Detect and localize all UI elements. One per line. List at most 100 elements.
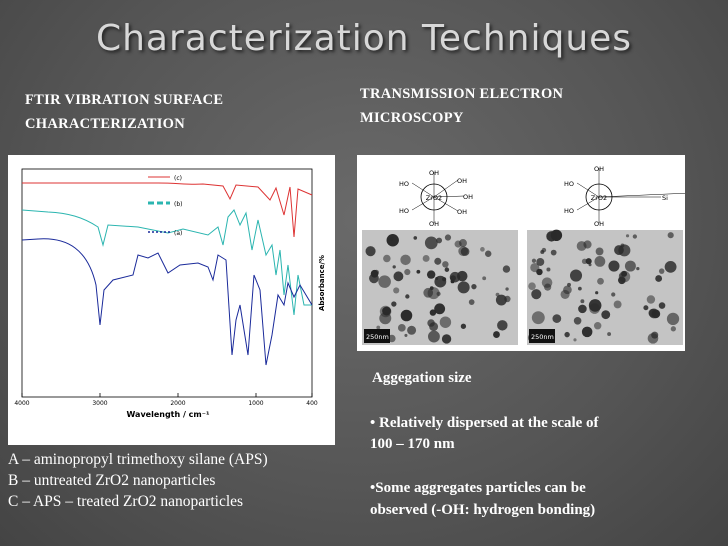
aggregate <box>540 249 545 254</box>
aggregate <box>552 314 562 323</box>
caption-line: B – untreated ZrO2 nanoparticles <box>8 472 216 489</box>
note: • Relatively dispersed at the scale of <box>370 415 599 431</box>
aggregate <box>426 270 436 279</box>
aggregate <box>594 255 606 267</box>
aggregate <box>392 265 396 269</box>
aggregate <box>546 231 557 242</box>
x-tick-label: 400 <box>306 400 318 407</box>
aggregate <box>482 276 487 281</box>
aggregate <box>468 299 475 305</box>
aggregate <box>564 331 570 338</box>
aggregate <box>471 284 477 290</box>
aggregate <box>581 258 588 265</box>
aggregate <box>378 275 391 288</box>
aggregate <box>502 265 511 273</box>
scale-box <box>364 329 390 343</box>
molecule-label: HO <box>399 180 409 188</box>
aggregate <box>528 282 536 290</box>
x-tick-label: 1000 <box>248 400 263 407</box>
aggregate <box>611 292 616 297</box>
aggregate <box>664 260 677 273</box>
aggregate <box>595 291 599 295</box>
aggregate <box>444 234 452 241</box>
aggregate <box>450 279 455 284</box>
note: •Some aggregates particles can be <box>370 480 586 496</box>
aggregate <box>388 334 396 343</box>
aggregate <box>370 269 379 278</box>
x-tick-label: 4000 <box>14 400 29 407</box>
heading-line: CHARACTERIZATION <box>25 116 186 132</box>
scale-label: 250nm <box>531 333 554 341</box>
aggregate <box>389 237 394 241</box>
aggregate <box>436 237 443 244</box>
aggregate <box>581 326 593 338</box>
aggregate <box>454 240 462 248</box>
aggregate <box>625 234 630 238</box>
aggregate <box>495 294 507 306</box>
aggregate <box>618 270 631 283</box>
aggregate <box>576 241 587 251</box>
molecule-label: OH <box>463 193 473 201</box>
aggregate <box>429 322 439 332</box>
aggregate <box>497 320 508 331</box>
aggregate <box>434 275 447 288</box>
aggregate <box>636 266 640 271</box>
aggregate <box>567 282 571 287</box>
aggregate <box>480 247 485 252</box>
aggregate <box>427 330 440 343</box>
aggregate <box>484 250 492 257</box>
aggregate <box>607 332 612 336</box>
legend-label: (c) <box>174 175 182 182</box>
molecule-label: OH <box>594 165 604 173</box>
aggregate <box>658 268 665 274</box>
aggregate <box>595 247 604 256</box>
bond <box>411 196 435 211</box>
aggregate <box>424 236 438 250</box>
aggregate <box>531 258 537 263</box>
bond <box>411 182 435 198</box>
molecule-label: HO <box>399 207 409 215</box>
aggregate <box>655 275 663 282</box>
aggregate <box>577 286 582 291</box>
aggregate <box>365 246 376 257</box>
bond <box>598 193 685 198</box>
molecule-label: OH <box>429 169 439 177</box>
note: 100 – 170 nm <box>370 436 455 452</box>
heading-line: MICROSCOPY <box>360 110 464 126</box>
aggregate <box>457 281 470 294</box>
aggregate <box>391 301 397 307</box>
aggregate <box>666 312 680 326</box>
molecule-label: HO <box>564 207 574 215</box>
aggregate <box>427 287 440 300</box>
aggregate <box>460 323 467 329</box>
aggregate <box>643 305 649 311</box>
x-axis-label: Wavelength / cm⁻¹ <box>127 410 210 419</box>
aggregate <box>531 311 545 325</box>
aggregate <box>382 306 392 316</box>
aggregate <box>404 268 411 276</box>
aggregate <box>456 270 468 282</box>
x-tick-label: 2000 <box>170 400 185 407</box>
aggregate <box>393 287 400 294</box>
aggregate <box>400 309 413 322</box>
aggregate <box>505 287 509 291</box>
aggregate <box>541 277 553 288</box>
aggregate <box>649 308 659 319</box>
molecule-label: HO <box>564 180 574 188</box>
aggregate <box>651 331 659 339</box>
molecule-label: Si <box>662 194 668 202</box>
aggregate <box>560 289 570 299</box>
heading-line: FTIR VIBRATION SURFACE <box>25 92 224 108</box>
heading-line: TRANSMISSION ELECTRON <box>360 86 564 102</box>
aggregate <box>667 232 674 239</box>
aggregate <box>618 244 631 257</box>
legend-label: (b) <box>174 201 183 208</box>
aggregate <box>536 257 545 266</box>
tem-image <box>527 230 683 345</box>
aggregate <box>569 269 583 282</box>
aggregate <box>580 299 585 304</box>
legend-label: (a) <box>174 230 182 237</box>
aggregate <box>530 262 540 273</box>
